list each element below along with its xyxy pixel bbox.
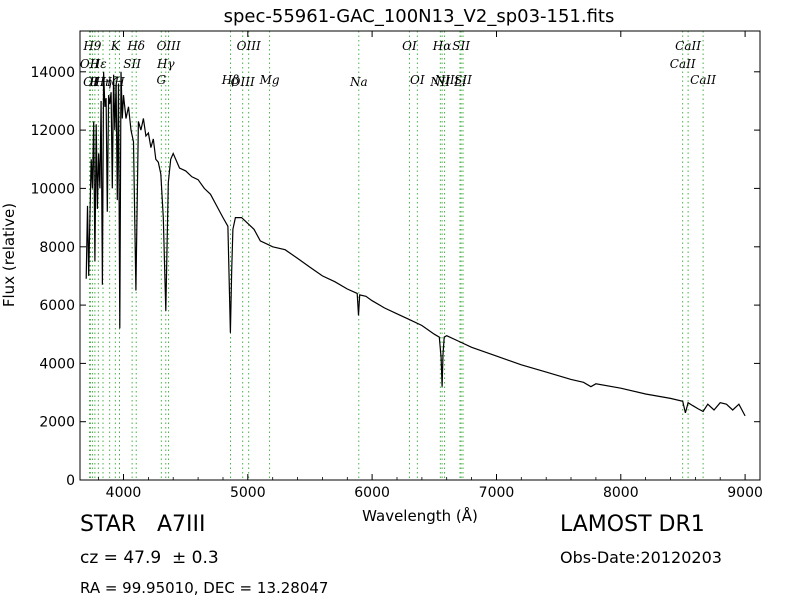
line-marker-label-14: Hβ: [221, 73, 239, 87]
survey-name: LAMOST DR1: [560, 512, 705, 537]
x-tick-label-5: 9000: [727, 485, 763, 501]
line-marker-label-0: OII: [80, 57, 100, 71]
y-tick-label-7: 14000: [30, 65, 75, 81]
y-axis-ticks: 0 2000 4000 6000 8000 10000 12000 14000: [30, 65, 760, 489]
observation-date: Obs-Date:20120203: [560, 548, 722, 567]
x-tick-label-4: 8000: [603, 485, 639, 501]
line-marker-label-15: OIII: [231, 75, 255, 89]
line-marker-label-18: Na: [349, 75, 368, 89]
spectrum-line: [85, 71, 746, 417]
object-class: STAR A7III: [80, 512, 206, 537]
plot-frame: [79, 30, 761, 481]
line-marker-label-17: Mg: [259, 73, 280, 87]
line-marker-labels: OIIOIH9HHεHηHζKHSIIHδGHγOIIIHβOIIIOIIIMg…: [80, 39, 716, 89]
line-marker-label-9: SII: [123, 57, 141, 71]
line-marker-label-22: Hα: [432, 39, 452, 53]
line-marker-label-19: OI: [402, 39, 417, 53]
line-marker-label-7: K: [110, 39, 121, 53]
line-marker-label-8: H: [113, 75, 125, 89]
y-tick-label-6: 12000: [30, 123, 75, 139]
line-marker-label-6: Hζ: [100, 75, 119, 89]
y-tick-label-3: 6000: [39, 298, 75, 314]
line-marker-label-27: CaII: [670, 57, 696, 71]
line-markers: [89, 31, 704, 480]
line-marker-label-29: CaII: [690, 73, 716, 87]
chart-title: spec-55961-GAC_100N13_V2_sp03-151.fits: [224, 6, 615, 27]
line-marker-label-11: G: [157, 73, 167, 87]
y-axis-label: Flux (relative): [0, 203, 18, 307]
redshift-value: cz = 47.9 ± 0.3: [80, 548, 219, 568]
line-marker-label-5: Hη: [93, 75, 112, 89]
line-marker-label-4: Hε: [89, 57, 107, 71]
y-tick-label-0: 0: [66, 473, 75, 489]
sky-coordinates: RA = 99.95010, DEC = 13.28047: [80, 579, 329, 597]
line-marker-label-20: OI: [410, 73, 425, 87]
x-tick-label-1: 5000: [230, 485, 266, 501]
y-tick-label-5: 10000: [30, 181, 75, 197]
line-marker-label-28: CaII: [675, 39, 701, 53]
line-marker-label-1: OI: [83, 75, 98, 89]
y-tick-label-1: 2000: [39, 415, 75, 431]
line-marker-label-21: NII: [429, 75, 450, 89]
line-marker-label-25: SII: [452, 39, 470, 53]
line-marker-label-13: OIII: [157, 39, 181, 53]
line-marker-label-16: OIII: [237, 39, 261, 53]
y-tick-label-2: 4000: [39, 356, 75, 372]
x-axis-ticks: 4000 5000 6000 7000 8000 9000: [98, 31, 763, 501]
line-marker-label-3: H: [89, 75, 101, 89]
x-tick-label-3: 7000: [479, 485, 515, 501]
x-axis-label: Wavelength (Å): [362, 506, 478, 525]
line-marker-label-2: H9: [82, 39, 101, 53]
y-tick-label-4: 8000: [39, 240, 75, 256]
line-marker-label-12: Hγ: [156, 57, 175, 71]
x-tick-label-2: 6000: [354, 485, 390, 501]
line-marker-label-26: SII: [454, 73, 472, 87]
line-marker-label-23: NII: [434, 73, 455, 87]
line-marker-label-24: Li: [453, 75, 466, 89]
line-marker-label-10: Hδ: [126, 39, 145, 53]
x-tick-label-0: 4000: [106, 485, 142, 501]
